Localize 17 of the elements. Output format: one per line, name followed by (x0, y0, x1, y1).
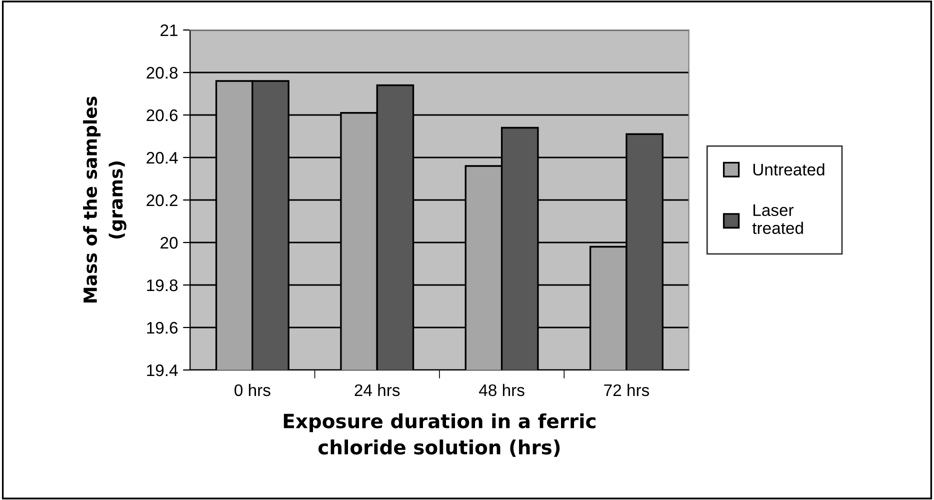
legend-label: Laser treated (752, 204, 803, 234)
y-tick-label: 21 (160, 24, 178, 36)
y-tick-label: 20.8 (146, 66, 178, 79)
legend-label: Untreated (753, 163, 824, 176)
y-axis-title: Mass of the samples (grams) (83, 96, 126, 303)
y-tick-label: 20.2 (146, 194, 178, 206)
x-tick-label: 24 hrs (354, 384, 400, 396)
y-tick-label: 20.4 (146, 152, 178, 164)
y-tick-label: 19.4 (147, 364, 178, 376)
x-axis-title: Exposure duration in a ferric chloride solution (hrs) (284, 413, 596, 457)
x-tick-label: 48 hrs (479, 384, 524, 396)
y-tick-label: 19.6 (147, 322, 178, 334)
x-tick-label: 72 hrs (604, 384, 650, 396)
y-tick-label: 19.8 (147, 279, 178, 292)
y-tick-label: 20 (160, 236, 178, 249)
y-tick-label: 20.6 (146, 109, 178, 122)
x-tick-label: 0 hrs (234, 384, 270, 396)
